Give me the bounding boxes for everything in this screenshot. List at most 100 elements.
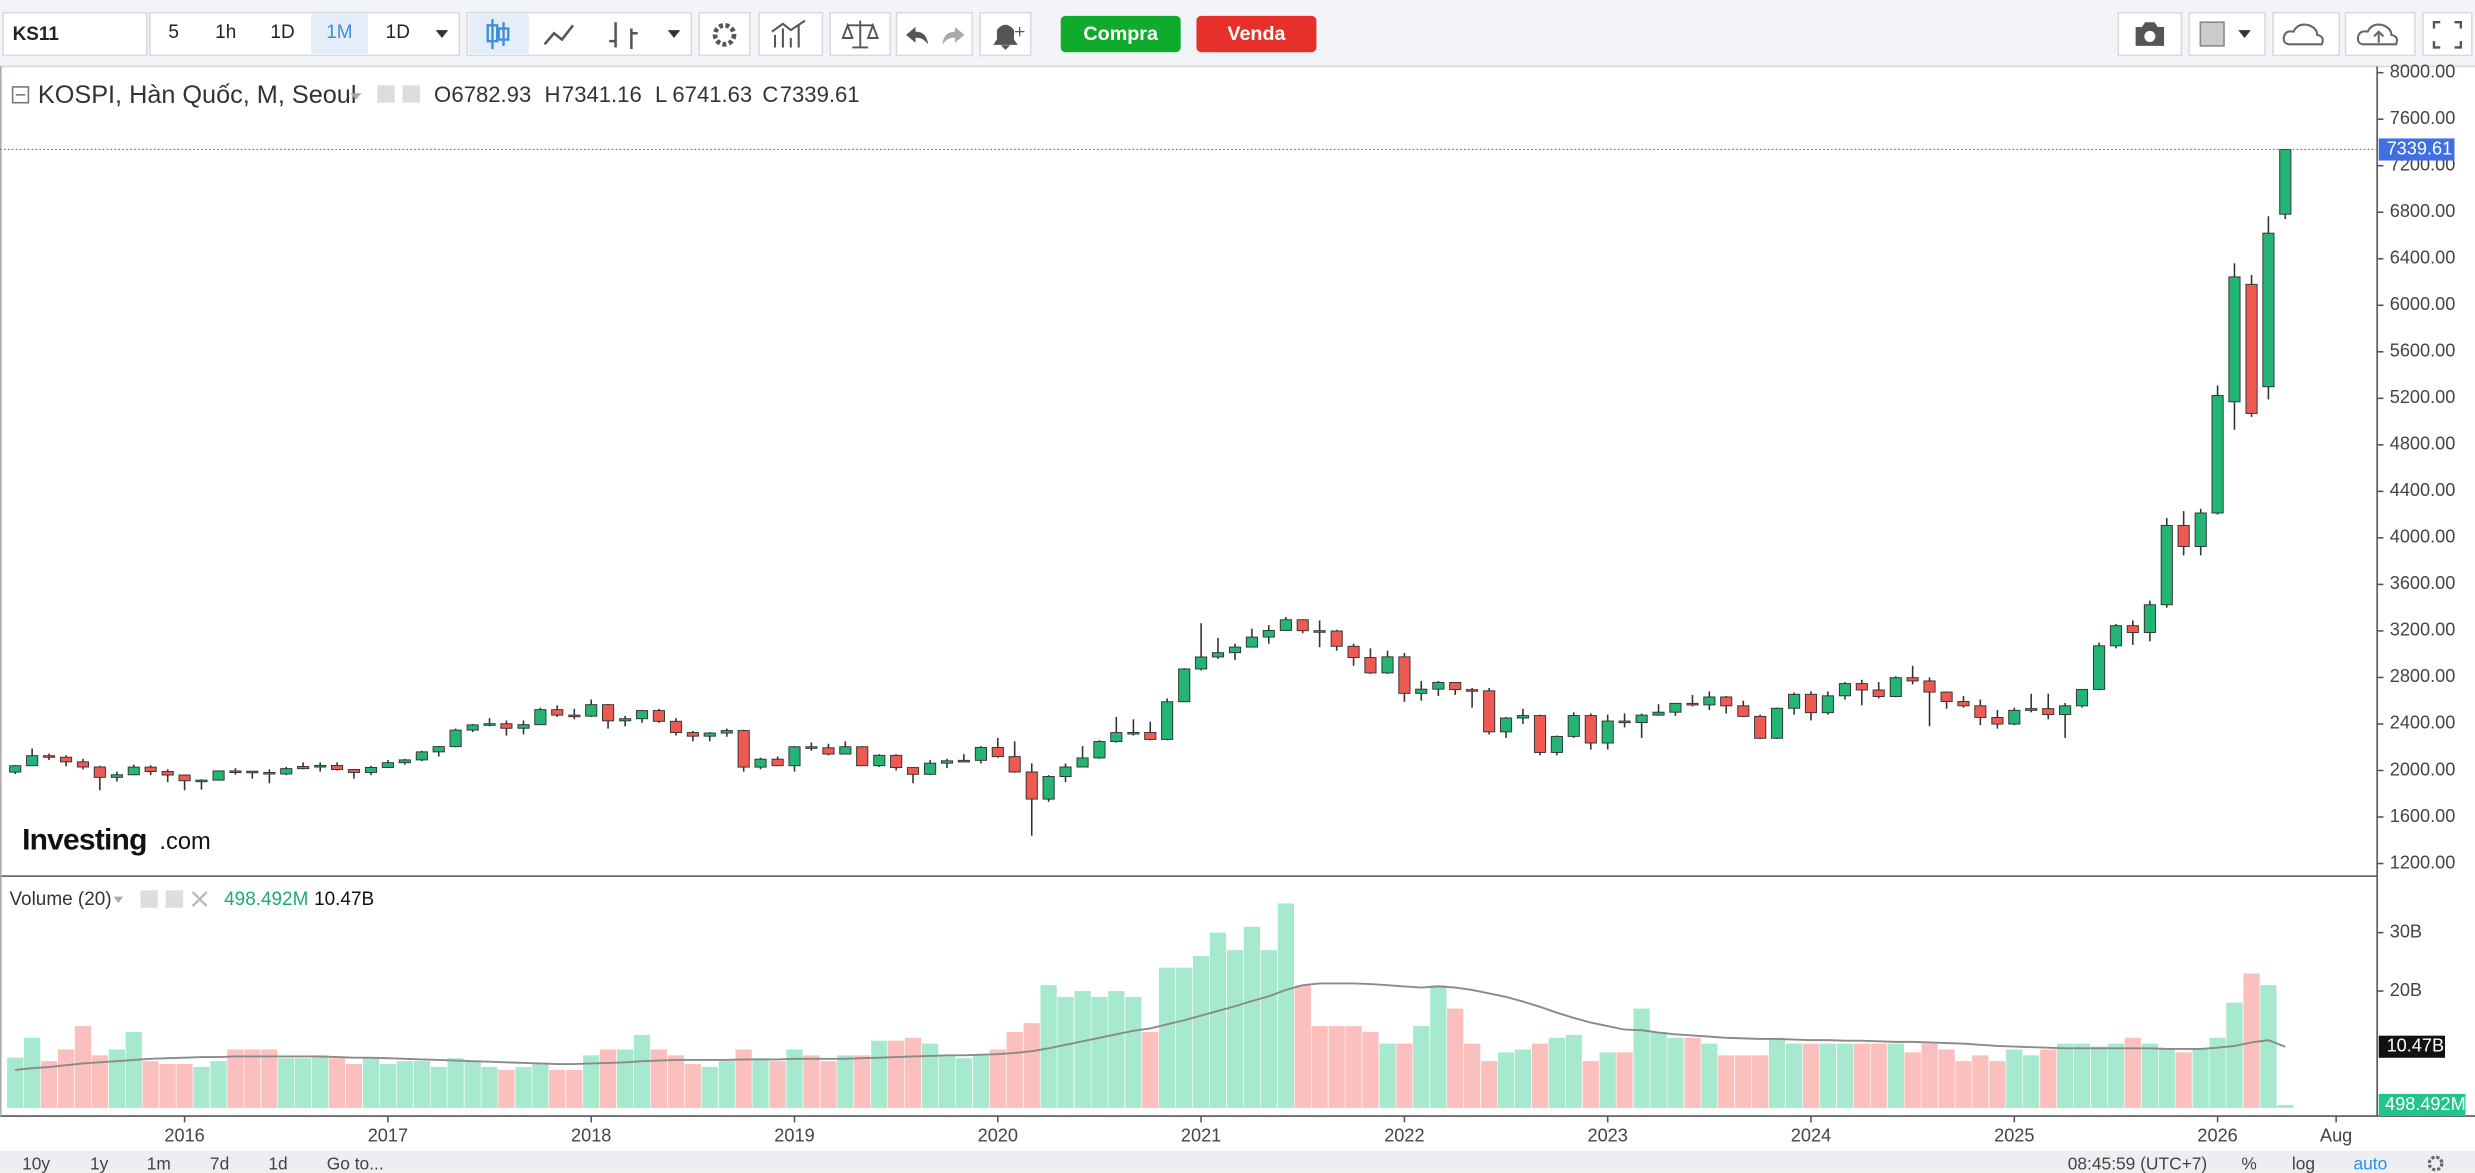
dropdown-arrow[interactable] bbox=[2238, 30, 2251, 38]
log-toggle[interactable]: log bbox=[2292, 1154, 2315, 1173]
range-button[interactable]: 1m bbox=[147, 1154, 171, 1173]
volume-bar bbox=[2260, 985, 2277, 1108]
candle-body bbox=[195, 779, 208, 783]
candle-body bbox=[720, 730, 733, 734]
volume-bar bbox=[345, 1064, 363, 1108]
candle-body bbox=[1398, 656, 1411, 694]
candle-body bbox=[1957, 701, 1970, 707]
volume-bar bbox=[7, 1057, 24, 1108]
volume-bar bbox=[2124, 1037, 2141, 1108]
interval-button[interactable]: 1h bbox=[215, 22, 236, 43]
volume-bar bbox=[294, 1058, 312, 1108]
candle-body bbox=[568, 714, 581, 718]
settings-icon[interactable] bbox=[402, 85, 420, 103]
candle-body bbox=[2109, 625, 2123, 647]
volume-bar bbox=[244, 1049, 261, 1108]
volume-bar bbox=[2277, 1104, 2294, 1108]
y-tick-label: 2400.00 bbox=[2390, 713, 2456, 733]
ohlc-value: 7339.61 bbox=[780, 82, 860, 107]
volume-bar bbox=[1955, 1061, 1972, 1108]
candle-body bbox=[1533, 715, 1547, 753]
interval-button[interactable]: 5 bbox=[168, 22, 179, 43]
candle-body bbox=[1635, 714, 1648, 724]
ohlc-value: 6741.63 bbox=[672, 82, 752, 107]
buy-button[interactable] bbox=[1060, 15, 1181, 53]
candle-body bbox=[635, 710, 649, 720]
sell-button[interactable] bbox=[1196, 15, 1317, 53]
candle-body bbox=[737, 730, 750, 768]
cloud-load-button[interactable] bbox=[2272, 11, 2341, 57]
x-tick-label: 2018 bbox=[571, 1125, 611, 1145]
range-button[interactable]: 7d bbox=[210, 1154, 229, 1173]
volume-bar bbox=[2040, 1049, 2057, 1108]
candle-body bbox=[669, 720, 683, 734]
settings-button[interactable] bbox=[698, 11, 751, 57]
candle-body bbox=[1584, 715, 1597, 744]
bar-icon[interactable] bbox=[609, 22, 638, 50]
auto-toggle[interactable]: auto bbox=[2353, 1154, 2387, 1173]
range-button[interactable]: 1d bbox=[268, 1154, 287, 1173]
candle-body bbox=[144, 766, 157, 772]
candle-body bbox=[534, 709, 547, 726]
candle-body bbox=[1686, 702, 1699, 706]
settings-icon[interactable] bbox=[165, 890, 184, 908]
line-icon[interactable] bbox=[543, 24, 574, 46]
candle-body bbox=[466, 724, 479, 731]
eye-icon[interactable] bbox=[377, 85, 395, 103]
range-button[interactable]: 10y bbox=[22, 1154, 50, 1173]
volume-bar bbox=[2073, 1043, 2091, 1108]
symbol-input[interactable] bbox=[2, 11, 148, 57]
volume-bar bbox=[888, 1040, 905, 1108]
candle-body bbox=[1669, 702, 1682, 713]
volume-bar bbox=[1684, 1037, 1701, 1108]
candle-body bbox=[686, 732, 699, 737]
dropdown-arrow[interactable] bbox=[435, 30, 449, 38]
volume-bar bbox=[108, 1049, 126, 1108]
candle-body bbox=[331, 765, 344, 771]
volume-bar bbox=[803, 1055, 820, 1108]
title-dropdown[interactable] bbox=[350, 93, 362, 100]
volume-bar bbox=[1972, 1055, 1989, 1108]
percent-toggle[interactable]: % bbox=[2241, 1154, 2256, 1173]
volume-bar bbox=[599, 1049, 617, 1108]
volume-bar bbox=[430, 1066, 447, 1108]
cloud-icon bbox=[2282, 23, 2324, 46]
volume-bar bbox=[261, 1049, 278, 1108]
candle-body bbox=[991, 746, 1004, 758]
interval-button[interactable]: 1M bbox=[326, 22, 352, 43]
settings-gear[interactable] bbox=[2427, 1155, 2444, 1172]
indicators-button[interactable] bbox=[758, 11, 824, 57]
dropdown-arrow[interactable] bbox=[667, 30, 681, 38]
candle-body bbox=[1059, 766, 1072, 777]
y-tick-label: 6800.00 bbox=[2390, 201, 2456, 221]
candle-body bbox=[890, 754, 903, 769]
x-tick-label: 2021 bbox=[1181, 1125, 1221, 1145]
candle-body bbox=[1042, 776, 1055, 800]
volume-bar bbox=[1328, 1026, 1345, 1108]
goto-button[interactable]: Go to... bbox=[327, 1154, 384, 1173]
volume-bar bbox=[1447, 1008, 1464, 1108]
fullscreen-button[interactable] bbox=[2422, 11, 2473, 57]
candle-body bbox=[1991, 716, 2004, 725]
volume-dropdown[interactable] bbox=[113, 896, 124, 903]
volume-legend-value: 498.492M bbox=[224, 889, 308, 910]
volume-bar bbox=[1345, 1026, 1362, 1108]
y-tick-label: 1200.00 bbox=[2390, 852, 2456, 872]
candle-body bbox=[2228, 276, 2241, 403]
candle-icon[interactable] bbox=[486, 19, 510, 50]
candle-body bbox=[771, 758, 784, 767]
volume-bar bbox=[2226, 1002, 2243, 1108]
eye-icon[interactable] bbox=[140, 890, 158, 908]
redo-icon[interactable] bbox=[942, 26, 965, 45]
range-button[interactable]: 1y bbox=[90, 1154, 109, 1173]
candle-body bbox=[449, 729, 462, 748]
interval-button[interactable]: 1D bbox=[270, 22, 294, 43]
volume-bar bbox=[210, 1061, 227, 1108]
remove-icon[interactable] bbox=[191, 891, 208, 907]
undo-icon[interactable] bbox=[906, 26, 929, 45]
interval-button[interactable]: 1D bbox=[386, 22, 410, 43]
volume-bar bbox=[1277, 903, 1295, 1108]
y-tick-label: 2800.00 bbox=[2390, 666, 2456, 686]
candle-body bbox=[1567, 715, 1580, 737]
